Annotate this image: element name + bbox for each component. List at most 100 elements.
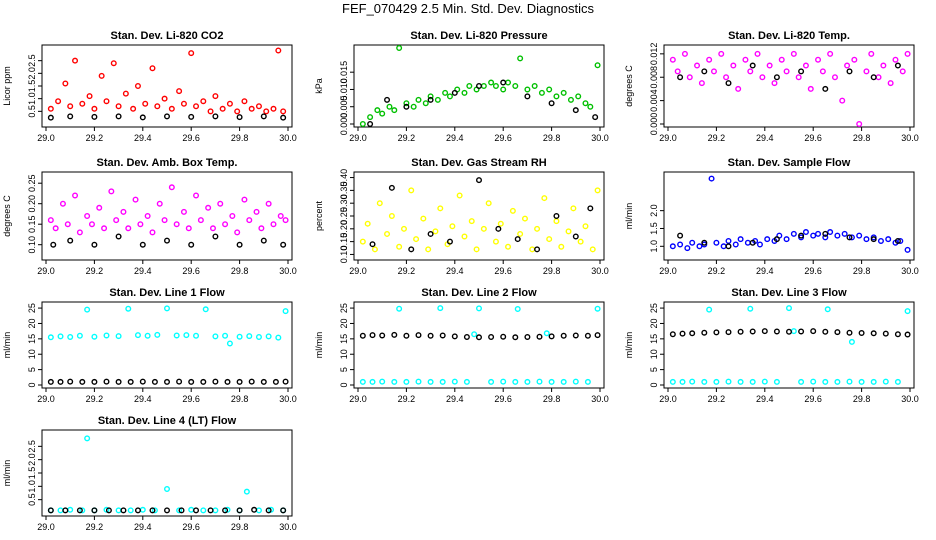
x-tick-label: 29.8 <box>231 522 249 532</box>
data-point-series-1 <box>163 486 170 493</box>
data-point-series-1 <box>904 50 911 57</box>
y-tick-label: 2.0 <box>27 67 37 80</box>
x-tick-label: 29.0 <box>37 522 55 532</box>
data-point-series-1 <box>500 378 507 385</box>
y-tick-label: 0.015 <box>339 61 349 84</box>
data-point-series-2 <box>369 241 376 248</box>
data-point-series-1 <box>234 108 241 115</box>
data-point-series-1 <box>57 507 64 514</box>
y-tick-label: 0.20 <box>27 195 37 213</box>
data-point-series-1 <box>546 236 553 243</box>
data-point-series-2 <box>463 334 470 341</box>
data-point-series-2 <box>427 230 434 237</box>
y-tick-label: 0.15 <box>27 215 37 233</box>
data-point-series-1 <box>359 378 366 385</box>
data-point-series-1 <box>222 221 229 228</box>
data-point-series-2 <box>894 331 901 338</box>
data-point-series-1 <box>505 243 512 250</box>
data-point-series-1 <box>531 82 538 89</box>
data-point-series-1 <box>255 334 262 341</box>
data-point-series-2 <box>587 205 594 212</box>
data-point-series-1 <box>91 333 98 340</box>
data-point-series-1 <box>698 80 705 87</box>
data-point-series-2 <box>701 329 708 336</box>
data-point-series-1 <box>904 246 911 253</box>
data-point-series-1 <box>91 105 98 112</box>
y-tick-label: 2.0 <box>649 204 659 217</box>
x-tick-label: 29.0 <box>659 394 677 404</box>
data-point-series-2 <box>701 239 708 246</box>
data-point-series-1 <box>706 56 713 63</box>
chart-title: Stan. Dev. Line 4 (LT) Flow <box>98 415 237 427</box>
data-point-series-1 <box>589 246 596 253</box>
data-point-series-2 <box>369 332 376 339</box>
data-point-series-2 <box>894 237 901 244</box>
y-tick-label: 0.20 <box>339 220 349 238</box>
data-point-series-2 <box>749 62 756 69</box>
y-tick-label: 1.5 <box>27 467 37 480</box>
data-point-series-1 <box>413 236 420 243</box>
data-point-series-2 <box>701 68 708 75</box>
y-axis-label: ml/min <box>2 332 12 359</box>
data-point-series-2 <box>677 232 684 239</box>
y-tick-label: 1.0 <box>649 240 659 253</box>
data-point-series-2 <box>62 507 69 514</box>
data-point-series-1 <box>161 95 168 102</box>
y-tick-label: 0.15 <box>339 233 349 251</box>
data-point-series-1 <box>730 62 737 69</box>
data-point-series-1 <box>885 236 892 243</box>
data-point-series-1 <box>437 205 444 212</box>
x-tick-label: 29.0 <box>659 266 677 276</box>
data-point-series-1 <box>713 239 720 246</box>
data-point-series-1 <box>422 100 429 107</box>
data-point-series-1 <box>778 56 785 63</box>
data-point-series-1 <box>84 435 91 442</box>
data-point-series-1 <box>509 207 516 214</box>
data-point-series-1 <box>497 220 504 227</box>
x-tick-label: 29.2 <box>398 133 416 143</box>
data-point-series-1 <box>103 332 110 339</box>
data-point-series-2 <box>115 233 122 240</box>
data-point-series-1 <box>149 229 156 236</box>
data-point-series-1 <box>212 333 219 340</box>
data-point-series-1 <box>270 221 277 228</box>
plot-frame <box>353 301 605 389</box>
y-tick-label: 0.5 <box>27 105 37 118</box>
data-point-series-2 <box>103 378 110 385</box>
data-point-series-1 <box>98 72 105 79</box>
x-tick-label: 29.6 <box>804 133 822 143</box>
data-point-series-1 <box>708 175 715 182</box>
data-point-series-1 <box>253 208 260 215</box>
y-tick-label: 0.008 <box>649 66 659 89</box>
data-point-series-2 <box>163 378 170 385</box>
data-point-series-2 <box>178 507 185 514</box>
data-point-series-1 <box>754 50 761 57</box>
data-point-series-1 <box>819 68 826 75</box>
data-point-series-2 <box>846 68 853 75</box>
x-tick-label: 29.6 <box>494 133 512 143</box>
data-point-series-2 <box>248 378 255 385</box>
data-point-series-1 <box>427 378 434 385</box>
data-point-series-1 <box>173 332 180 339</box>
data-point-series-2 <box>139 241 146 248</box>
data-point-series-2 <box>560 332 567 339</box>
plot-frame <box>353 44 605 128</box>
data-point-series-1 <box>400 225 407 232</box>
y-tick-label: 2.0 <box>27 453 37 466</box>
data-point-series-2 <box>822 328 829 335</box>
data-point-series-1 <box>212 93 219 100</box>
y-tick-label: 0.012 <box>649 43 659 66</box>
data-point-series-1 <box>810 232 817 239</box>
data-point-series-1 <box>815 56 822 63</box>
data-point-series-1 <box>277 212 284 219</box>
data-point-series-2 <box>115 378 122 385</box>
y-tick-label: 1.0 <box>27 92 37 105</box>
y-tick-label: 20 <box>649 318 659 328</box>
data-point-series-1 <box>207 108 214 115</box>
data-point-series-2 <box>822 230 829 237</box>
plot-frame <box>663 301 915 389</box>
data-point-series-1 <box>747 305 754 312</box>
data-point-series-2 <box>67 378 74 385</box>
chart-panel-1: Stan. Dev. Li-820 CO2 Licor ppm 29.0 29.2 29… <box>2 30 297 143</box>
data-point-series-2 <box>512 334 519 341</box>
